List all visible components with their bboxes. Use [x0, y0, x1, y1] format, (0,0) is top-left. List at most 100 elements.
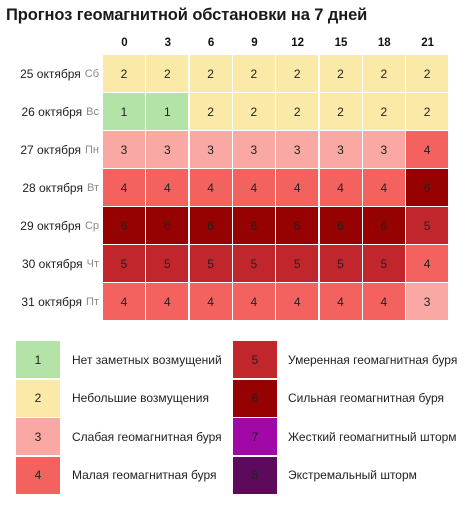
row-date: 28 октября: [22, 180, 83, 195]
heatmap-cell: 6: [319, 207, 362, 244]
heatmap-cell: 6: [406, 169, 449, 206]
heatmap-cell: 4: [362, 169, 405, 206]
heatmap-cell: 4: [146, 283, 189, 320]
legend-label: Экстремальный шторм: [288, 468, 417, 482]
heatmap-cell: 4: [406, 131, 449, 168]
row-date: 27 октября: [20, 142, 82, 157]
legend-swatch: 3: [16, 418, 60, 455]
row-weekday: Сб: [84, 67, 99, 80]
heatmap-cell: 2: [406, 55, 449, 92]
row-date: 31 октября: [21, 294, 83, 309]
heatmap-cell: 2: [232, 93, 275, 130]
heatmap-cell: 6: [189, 207, 232, 244]
legend-swatch: 4: [16, 456, 60, 494]
heatmap-cell: 4: [406, 245, 449, 282]
heatmap-cell: 3: [362, 131, 405, 168]
row-label: 30 октября Чт: [0, 245, 99, 282]
heatmap-cell: 2: [319, 55, 362, 92]
heatmap-cell: 6: [146, 207, 189, 244]
heatmap-cell: 3: [276, 131, 319, 168]
legend-label: Жесткий геомагнитный шторм: [288, 429, 457, 444]
row-label: 27 октября Пн: [0, 131, 99, 168]
row-label: 31 октября Пт: [0, 283, 99, 320]
heatmap-cell: 2: [103, 55, 145, 92]
heatmap-cell: 1: [146, 93, 189, 130]
hour-label: 21: [421, 37, 434, 49]
row-weekday: Чт: [86, 257, 99, 270]
heatmap-cell: 4: [189, 169, 232, 206]
row-date: 29 октября: [20, 218, 81, 233]
heatmap-cell: 5: [319, 245, 362, 282]
hour-label: 12: [291, 37, 305, 49]
row-label: 28 октября Вт: [0, 169, 99, 206]
heatmap-cell: 2: [362, 55, 405, 92]
heatmap-cell: 2: [189, 55, 232, 92]
heatmap-cell: 4: [103, 283, 145, 320]
heatmap-cell: 6: [103, 207, 145, 244]
legend-swatch: 1: [16, 341, 60, 378]
hour-label: 6: [207, 37, 215, 49]
heatmap-cell: 5: [146, 245, 189, 282]
legend-label: Малая геомагнитная буря: [72, 468, 217, 482]
heatmap-cell: 3: [189, 131, 232, 168]
heatmap-cell: 6: [276, 207, 319, 244]
legend-label: Умеренная геомагнитная буря: [288, 352, 458, 367]
hour-label: 3: [164, 37, 171, 49]
row-label: 29 октября Ср: [0, 207, 99, 244]
row-weekday: Вс: [86, 105, 99, 118]
heatmap-cell: 5: [406, 207, 449, 244]
legend-swatch: 5: [233, 341, 277, 378]
heatmap-cell: 5: [232, 245, 275, 282]
heatmap-cell: 4: [276, 283, 319, 320]
hour-label: 9: [251, 37, 258, 49]
hour-label: 15: [334, 37, 348, 49]
row-weekday: Вт: [86, 181, 99, 194]
legend-label: Небольшие возмущения: [72, 391, 209, 405]
heatmap-cell: 2: [406, 93, 449, 130]
row-label: 25 октября Сб: [0, 55, 99, 92]
heatmap-cell: 4: [232, 169, 275, 206]
heatmap-cell: 2: [362, 93, 405, 130]
heatmap-cell: 2: [189, 93, 232, 130]
row-weekday: Ср: [84, 219, 99, 232]
row-date: 30 октября: [21, 256, 83, 271]
heatmap-cell: 4: [103, 169, 145, 206]
heatmap-cell: 4: [232, 283, 275, 320]
heatmap-cell: 2: [276, 55, 319, 92]
heatmap-cell: 5: [362, 245, 405, 282]
heatmap-cell: 5: [103, 245, 145, 282]
heatmap-cell: 4: [276, 169, 319, 206]
heatmap-cell: 4: [319, 283, 362, 320]
heatmap-cell: 5: [276, 245, 319, 282]
row-date: 25 октября: [20, 66, 81, 81]
heatmap-cell: 4: [319, 169, 362, 206]
heatmap-cell: 2: [319, 93, 362, 130]
legend-swatch: 6: [233, 379, 277, 417]
heatmap-cell: 6: [232, 207, 275, 244]
row-label: 26 октября Вс: [0, 93, 100, 130]
heatmap-cell: 2: [232, 55, 275, 92]
row-weekday: Пт: [86, 295, 99, 308]
heatmap-cell: 2: [276, 93, 319, 130]
legend-swatch: 7: [233, 418, 277, 455]
legend-swatch: 2: [16, 379, 60, 417]
legend-label: Сильная геомагнитная буря: [288, 391, 444, 405]
heatmap-cell: 3: [146, 131, 189, 168]
chart-title: Прогноз геомагнитной обстановки на 7 дне…: [6, 6, 368, 24]
heatmap-cell: 3: [319, 131, 362, 168]
heatmap-cell: 3: [406, 283, 449, 320]
heatmap-cell: 4: [189, 283, 232, 320]
heatmap-cell: 5: [189, 245, 232, 282]
heatmap-cell: 3: [232, 131, 275, 168]
hour-label: 0: [121, 37, 128, 49]
legend-swatch: 8: [233, 456, 277, 494]
heatmap-cell: 3: [103, 131, 145, 168]
heatmap-cell: 2: [146, 55, 189, 92]
legend-label: Нет заметных возмущений: [72, 352, 222, 367]
hour-label: 18: [377, 37, 391, 49]
heatmap-cell: 4: [362, 283, 405, 320]
heatmap-cell: 4: [146, 169, 189, 206]
heatmap-cell: 1: [103, 93, 145, 130]
legend-label: Слабая геомагнитная буря: [72, 429, 222, 444]
heatmap-cell: 6: [362, 207, 405, 244]
